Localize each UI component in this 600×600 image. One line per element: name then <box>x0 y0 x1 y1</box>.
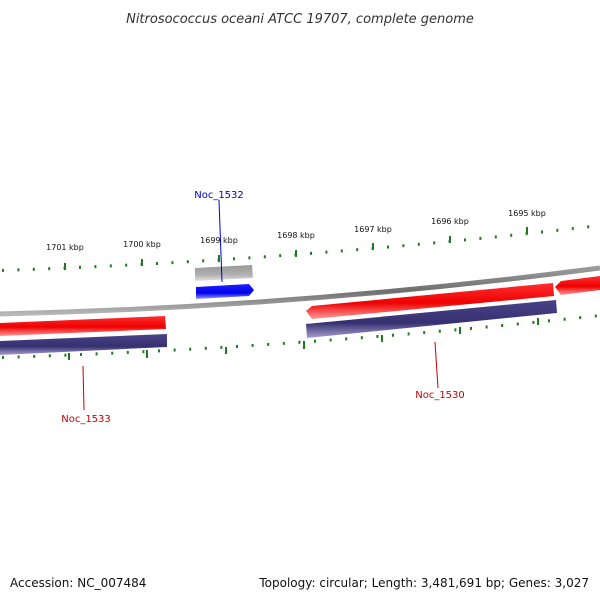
tick-label: 1699 kbp <box>200 236 238 245</box>
inner-tick-ring <box>2 314 597 359</box>
leader-line-noc-1533 <box>82 365 85 411</box>
gene-label-noc-1533[interactable]: Noc_1533 <box>61 414 111 425</box>
tick-label: 1695 kbp <box>508 209 546 218</box>
tick-label: 1698 kbp <box>277 231 315 240</box>
tick-label: 1700 kbp <box>123 240 161 249</box>
gene-feature-red[interactable] <box>306 283 554 319</box>
inner-major-ticks <box>68 318 539 360</box>
gene-noc-1532[interactable] <box>196 284 254 299</box>
tick-label: 1696 kbp <box>431 217 469 226</box>
gene-noc-1533-red[interactable] <box>0 316 166 336</box>
page-title: Nitrosococcus oceani ATCC 19707, complet… <box>126 12 474 27</box>
tick-label: 1701 kbp <box>46 243 84 252</box>
gene-noc-1533-navy[interactable] <box>0 334 167 355</box>
major-ticks <box>64 227 528 270</box>
gene-label-noc-1532[interactable]: Noc_1532 <box>194 190 244 201</box>
leader-line-noc-1532 <box>218 199 223 283</box>
tick-label: 1697 kbp <box>354 225 392 234</box>
accession-text: Accession: NC_007484 <box>10 576 147 590</box>
gene-feature-red-right[interactable] <box>555 276 600 295</box>
genome-summary-text: Topology: circular; Length: 3,481,691 bp… <box>259 576 589 590</box>
gene-noc-1530-navy[interactable] <box>306 300 557 338</box>
gene-feature-gray[interactable] <box>195 265 253 281</box>
gene-label-noc-1530[interactable]: Noc_1530 <box>415 390 465 401</box>
leader-line-noc-1530 <box>434 341 439 389</box>
genome-backbone <box>0 265 600 317</box>
